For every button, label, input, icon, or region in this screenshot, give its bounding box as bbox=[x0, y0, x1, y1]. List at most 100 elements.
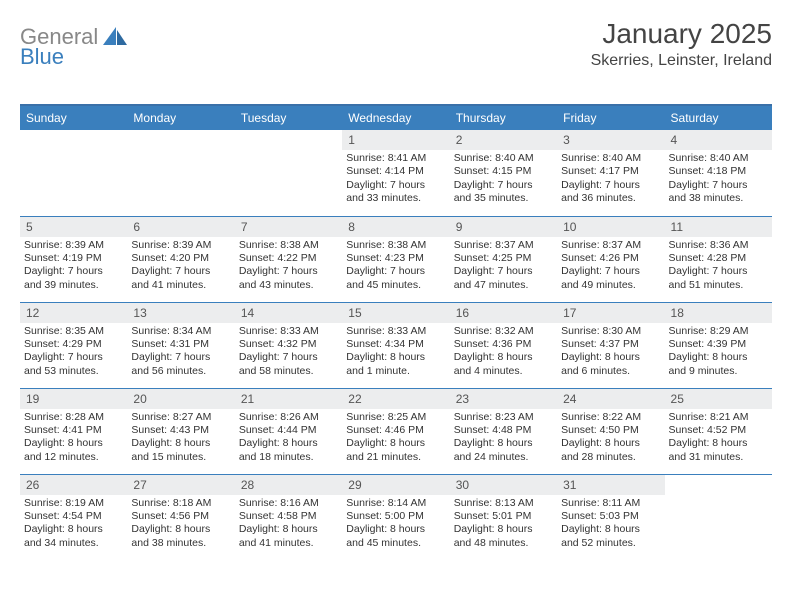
month-title: January 2025 bbox=[591, 18, 772, 50]
calendar-day-cell: .. bbox=[665, 474, 772, 560]
calendar-body: ......1Sunrise: 8:41 AMSunset: 4:14 PMDa… bbox=[20, 130, 772, 560]
day-number: 5 bbox=[20, 217, 127, 237]
day-number: 16 bbox=[450, 303, 557, 323]
calendar-header-row: SundayMondayTuesdayWednesdayThursdayFrid… bbox=[20, 105, 772, 130]
day-info: Sunrise: 8:38 AMSunset: 4:22 PMDaylight:… bbox=[235, 237, 342, 297]
day-number: 11 bbox=[665, 217, 772, 237]
calendar-day-cell: 4Sunrise: 8:40 AMSunset: 4:18 PMDaylight… bbox=[665, 130, 772, 216]
calendar-day-cell: 18Sunrise: 8:29 AMSunset: 4:39 PMDayligh… bbox=[665, 302, 772, 388]
day-info: Sunrise: 8:21 AMSunset: 4:52 PMDaylight:… bbox=[665, 409, 772, 469]
calendar-day-cell: 22Sunrise: 8:25 AMSunset: 4:46 PMDayligh… bbox=[342, 388, 449, 474]
day-number: 26 bbox=[20, 475, 127, 495]
calendar-day-cell: 9Sunrise: 8:37 AMSunset: 4:25 PMDaylight… bbox=[450, 216, 557, 302]
calendar-week-row: 26Sunrise: 8:19 AMSunset: 4:54 PMDayligh… bbox=[20, 474, 772, 560]
logo-sail-icon bbox=[103, 25, 129, 50]
calendar-day-cell: 19Sunrise: 8:28 AMSunset: 4:41 PMDayligh… bbox=[20, 388, 127, 474]
calendar-day-cell: 20Sunrise: 8:27 AMSunset: 4:43 PMDayligh… bbox=[127, 388, 234, 474]
calendar-day-cell: 14Sunrise: 8:33 AMSunset: 4:32 PMDayligh… bbox=[235, 302, 342, 388]
calendar-day-cell: .. bbox=[235, 130, 342, 216]
day-number: 2 bbox=[450, 130, 557, 150]
day-number: 8 bbox=[342, 217, 449, 237]
day-number: 17 bbox=[557, 303, 664, 323]
day-info: Sunrise: 8:19 AMSunset: 4:54 PMDaylight:… bbox=[20, 495, 127, 555]
day-info: Sunrise: 8:30 AMSunset: 4:37 PMDaylight:… bbox=[557, 323, 664, 383]
calendar-day-cell: 31Sunrise: 8:11 AMSunset: 5:03 PMDayligh… bbox=[557, 474, 664, 560]
day-info: Sunrise: 8:27 AMSunset: 4:43 PMDaylight:… bbox=[127, 409, 234, 469]
calendar-day-cell: 5Sunrise: 8:39 AMSunset: 4:19 PMDaylight… bbox=[20, 216, 127, 302]
calendar-day-cell: .. bbox=[20, 130, 127, 216]
calendar-day-cell: 21Sunrise: 8:26 AMSunset: 4:44 PMDayligh… bbox=[235, 388, 342, 474]
weekday-header: Friday bbox=[557, 105, 664, 130]
calendar-day-cell: 13Sunrise: 8:34 AMSunset: 4:31 PMDayligh… bbox=[127, 302, 234, 388]
calendar-day-cell: 27Sunrise: 8:18 AMSunset: 4:56 PMDayligh… bbox=[127, 474, 234, 560]
day-number: 20 bbox=[127, 389, 234, 409]
page-header: General January 2025 Skerries, Leinster,… bbox=[20, 18, 772, 70]
day-info: Sunrise: 8:16 AMSunset: 4:58 PMDaylight:… bbox=[235, 495, 342, 555]
calendar-day-cell: 30Sunrise: 8:13 AMSunset: 5:01 PMDayligh… bbox=[450, 474, 557, 560]
day-number: 25 bbox=[665, 389, 772, 409]
calendar-day-cell: 28Sunrise: 8:16 AMSunset: 4:58 PMDayligh… bbox=[235, 474, 342, 560]
day-number: 7 bbox=[235, 217, 342, 237]
weekday-header: Saturday bbox=[665, 105, 772, 130]
day-info: Sunrise: 8:33 AMSunset: 4:32 PMDaylight:… bbox=[235, 323, 342, 383]
calendar-day-cell: 16Sunrise: 8:32 AMSunset: 4:36 PMDayligh… bbox=[450, 302, 557, 388]
day-info: Sunrise: 8:40 AMSunset: 4:17 PMDaylight:… bbox=[557, 150, 664, 210]
day-info: Sunrise: 8:28 AMSunset: 4:41 PMDaylight:… bbox=[20, 409, 127, 469]
day-number: 28 bbox=[235, 475, 342, 495]
day-info: Sunrise: 8:36 AMSunset: 4:28 PMDaylight:… bbox=[665, 237, 772, 297]
day-number: 31 bbox=[557, 475, 664, 495]
calendar-day-cell: 17Sunrise: 8:30 AMSunset: 4:37 PMDayligh… bbox=[557, 302, 664, 388]
day-number: 21 bbox=[235, 389, 342, 409]
day-info: Sunrise: 8:18 AMSunset: 4:56 PMDaylight:… bbox=[127, 495, 234, 555]
calendar-week-row: 12Sunrise: 8:35 AMSunset: 4:29 PMDayligh… bbox=[20, 302, 772, 388]
day-info: Sunrise: 8:35 AMSunset: 4:29 PMDaylight:… bbox=[20, 323, 127, 383]
day-info: Sunrise: 8:40 AMSunset: 4:15 PMDaylight:… bbox=[450, 150, 557, 210]
day-info: Sunrise: 8:34 AMSunset: 4:31 PMDaylight:… bbox=[127, 323, 234, 383]
day-number: 24 bbox=[557, 389, 664, 409]
day-number: 3 bbox=[557, 130, 664, 150]
day-info: Sunrise: 8:40 AMSunset: 4:18 PMDaylight:… bbox=[665, 150, 772, 210]
calendar-page: General January 2025 Skerries, Leinster,… bbox=[0, 0, 792, 570]
calendar-day-cell: 10Sunrise: 8:37 AMSunset: 4:26 PMDayligh… bbox=[557, 216, 664, 302]
calendar-day-cell: 15Sunrise: 8:33 AMSunset: 4:34 PMDayligh… bbox=[342, 302, 449, 388]
day-info: Sunrise: 8:25 AMSunset: 4:46 PMDaylight:… bbox=[342, 409, 449, 469]
day-info: Sunrise: 8:38 AMSunset: 4:23 PMDaylight:… bbox=[342, 237, 449, 297]
day-number: 19 bbox=[20, 389, 127, 409]
day-info: Sunrise: 8:26 AMSunset: 4:44 PMDaylight:… bbox=[235, 409, 342, 469]
day-number: 23 bbox=[450, 389, 557, 409]
calendar-day-cell: 12Sunrise: 8:35 AMSunset: 4:29 PMDayligh… bbox=[20, 302, 127, 388]
logo-text-part2: Blue bbox=[20, 44, 64, 69]
day-number: 4 bbox=[665, 130, 772, 150]
location-label: Skerries, Leinster, Ireland bbox=[591, 52, 772, 70]
calendar-day-cell: 1Sunrise: 8:41 AMSunset: 4:14 PMDaylight… bbox=[342, 130, 449, 216]
day-number: 29 bbox=[342, 475, 449, 495]
weekday-header: Thursday bbox=[450, 105, 557, 130]
day-number: 22 bbox=[342, 389, 449, 409]
calendar-day-cell: 8Sunrise: 8:38 AMSunset: 4:23 PMDaylight… bbox=[342, 216, 449, 302]
calendar-day-cell: 25Sunrise: 8:21 AMSunset: 4:52 PMDayligh… bbox=[665, 388, 772, 474]
calendar-day-cell: 3Sunrise: 8:40 AMSunset: 4:17 PMDaylight… bbox=[557, 130, 664, 216]
calendar-week-row: 5Sunrise: 8:39 AMSunset: 4:19 PMDaylight… bbox=[20, 216, 772, 302]
day-number: 18 bbox=[665, 303, 772, 323]
day-info: Sunrise: 8:39 AMSunset: 4:20 PMDaylight:… bbox=[127, 237, 234, 297]
calendar-day-cell: 24Sunrise: 8:22 AMSunset: 4:50 PMDayligh… bbox=[557, 388, 664, 474]
calendar-table: SundayMondayTuesdayWednesdayThursdayFrid… bbox=[20, 104, 772, 560]
day-info: Sunrise: 8:23 AMSunset: 4:48 PMDaylight:… bbox=[450, 409, 557, 469]
calendar-day-cell: 11Sunrise: 8:36 AMSunset: 4:28 PMDayligh… bbox=[665, 216, 772, 302]
calendar-week-row: 19Sunrise: 8:28 AMSunset: 4:41 PMDayligh… bbox=[20, 388, 772, 474]
day-info: Sunrise: 8:41 AMSunset: 4:14 PMDaylight:… bbox=[342, 150, 449, 210]
day-info: Sunrise: 8:33 AMSunset: 4:34 PMDaylight:… bbox=[342, 323, 449, 383]
day-number: 13 bbox=[127, 303, 234, 323]
day-number: 15 bbox=[342, 303, 449, 323]
day-number: 14 bbox=[235, 303, 342, 323]
day-number: 12 bbox=[20, 303, 127, 323]
day-info: Sunrise: 8:22 AMSunset: 4:50 PMDaylight:… bbox=[557, 409, 664, 469]
calendar-day-cell: .. bbox=[127, 130, 234, 216]
calendar-day-cell: 23Sunrise: 8:23 AMSunset: 4:48 PMDayligh… bbox=[450, 388, 557, 474]
weekday-header: Monday bbox=[127, 105, 234, 130]
day-info: Sunrise: 8:37 AMSunset: 4:25 PMDaylight:… bbox=[450, 237, 557, 297]
day-info: Sunrise: 8:39 AMSunset: 4:19 PMDaylight:… bbox=[20, 237, 127, 297]
day-number: 6 bbox=[127, 217, 234, 237]
day-info: Sunrise: 8:11 AMSunset: 5:03 PMDaylight:… bbox=[557, 495, 664, 555]
day-number: 1 bbox=[342, 130, 449, 150]
